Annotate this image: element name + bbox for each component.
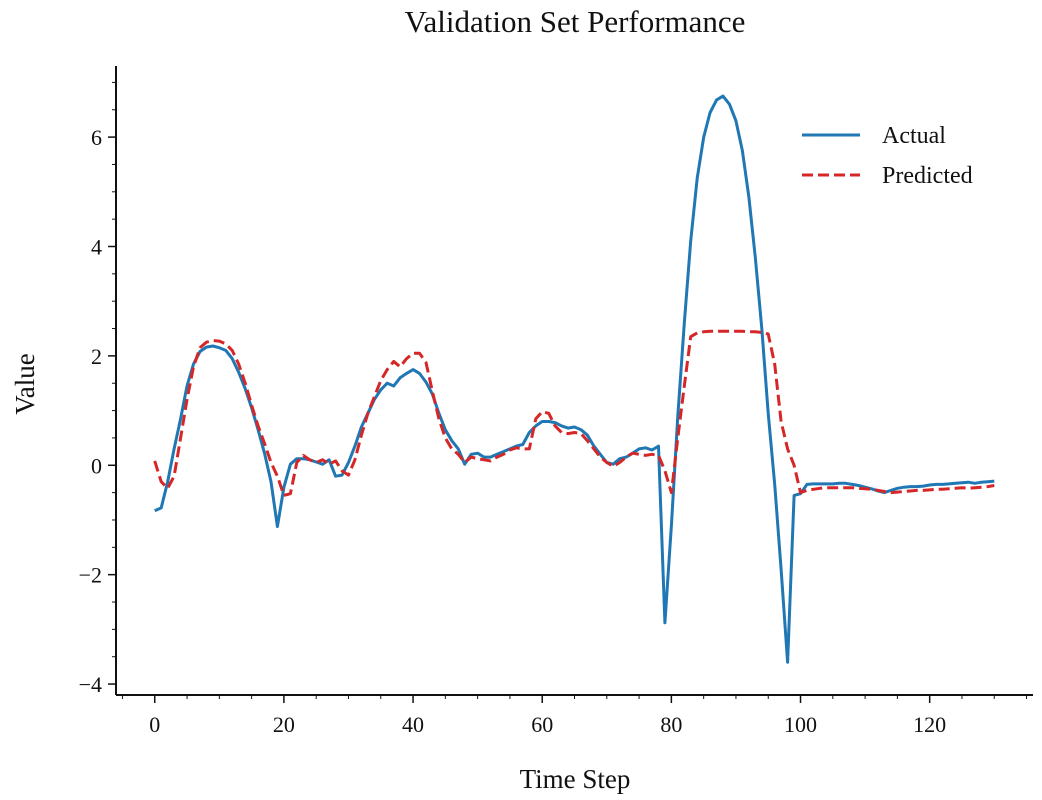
x-tick-label: 60 <box>531 712 553 737</box>
axes: 0 20 40 60 80 100 120 −4 −2 0 2 4 6 <box>79 66 1033 737</box>
series-line-predicted <box>153 329 995 497</box>
chart-title: Validation Set Performance <box>405 4 746 39</box>
legend: Actual Predicted <box>802 123 973 189</box>
x-tick-label: 100 <box>784 712 817 737</box>
series-line-actual <box>154 94 995 664</box>
y-axis-label: Value <box>10 353 40 414</box>
plot-area <box>153 94 995 664</box>
x-tick-label: 80 <box>660 712 682 737</box>
x-tick-label: 20 <box>273 712 295 737</box>
x-tick-label: 120 <box>913 712 946 737</box>
x-tick-label: 0 <box>149 712 160 737</box>
y-tick-label: −4 <box>79 672 102 697</box>
y-tick-label: 0 <box>91 453 102 478</box>
legend-label-predicted: Predicted <box>882 163 973 189</box>
x-axis-label: Time Step <box>520 764 631 794</box>
y-tick-label: 2 <box>91 344 102 369</box>
y-tick-label: −2 <box>79 563 102 588</box>
y-tick-label: 4 <box>91 234 102 259</box>
x-tick-label: 40 <box>402 712 424 737</box>
legend-label-actual: Actual <box>882 123 946 149</box>
y-tick-label: 6 <box>91 125 102 150</box>
